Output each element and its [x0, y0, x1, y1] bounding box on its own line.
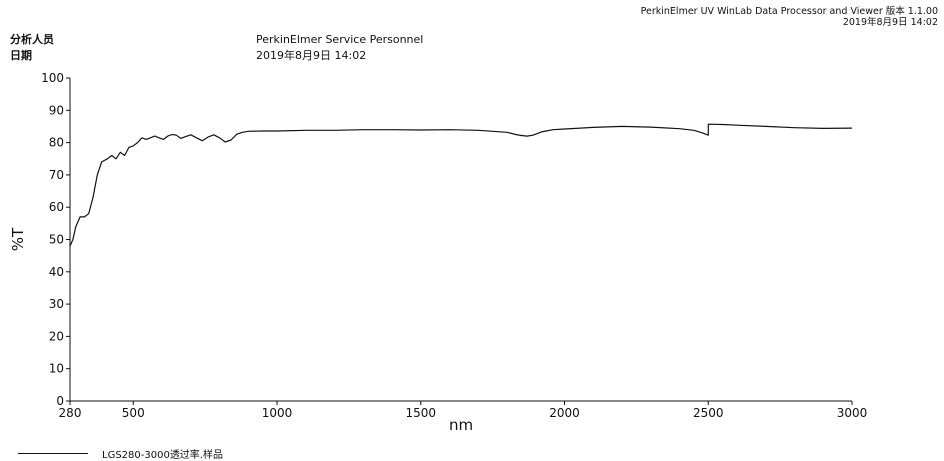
- y-tick-label: 80: [49, 136, 64, 150]
- meta-labels: 分析人员 日期: [10, 32, 54, 64]
- report-header: PerkinElmer UV WinLab Data Processor and…: [641, 6, 938, 28]
- software-version-text: PerkinElmer UV WinLab Data Processor and…: [640, 6, 938, 17]
- y-tick-label: 40: [49, 265, 64, 279]
- y-tick-label: 60: [49, 200, 64, 214]
- y-tick-label: 50: [49, 233, 64, 247]
- analyst-value: PerkinElmer Service Personnel: [256, 33, 424, 46]
- y-tick-label: 0: [56, 394, 64, 408]
- x-tick-label: 3000: [837, 406, 868, 420]
- x-tick-label: 2500: [693, 406, 724, 420]
- series-line-transmittance: [69, 123, 853, 247]
- analyst-label: 分析人员: [10, 33, 54, 46]
- chart-legend: LGS280-3000透过率.样品: [18, 447, 223, 461]
- y-tick-label: 90: [49, 103, 64, 117]
- x-tick-label: 500: [122, 406, 145, 420]
- meta-values: PerkinElmer Service Personnel 2019年8月9日 …: [256, 32, 423, 64]
- date-label: 日期: [10, 49, 32, 62]
- legend-swatch-line: [18, 452, 88, 454]
- x-axis-label: nm: [449, 416, 473, 434]
- y-tick-label: 20: [49, 329, 64, 343]
- date-value: 2019年8月9日 14:02: [256, 49, 367, 62]
- x-tick-label: 2000: [549, 406, 580, 420]
- x-tick-label: 280: [59, 406, 82, 420]
- x-tick-label: 1500: [405, 406, 436, 420]
- x-tick-label: 1000: [262, 406, 293, 420]
- y-tick-label: 100: [41, 71, 64, 85]
- legend-label: LGS280-3000透过率.样品: [102, 449, 223, 461]
- header-timestamp: 2019年8月9日 14:02: [842, 17, 938, 28]
- y-axis-label: %T: [9, 227, 27, 251]
- y-tick-label: 30: [49, 297, 64, 311]
- y-tick-label: 70: [49, 168, 64, 182]
- y-tick-label: 10: [49, 362, 64, 376]
